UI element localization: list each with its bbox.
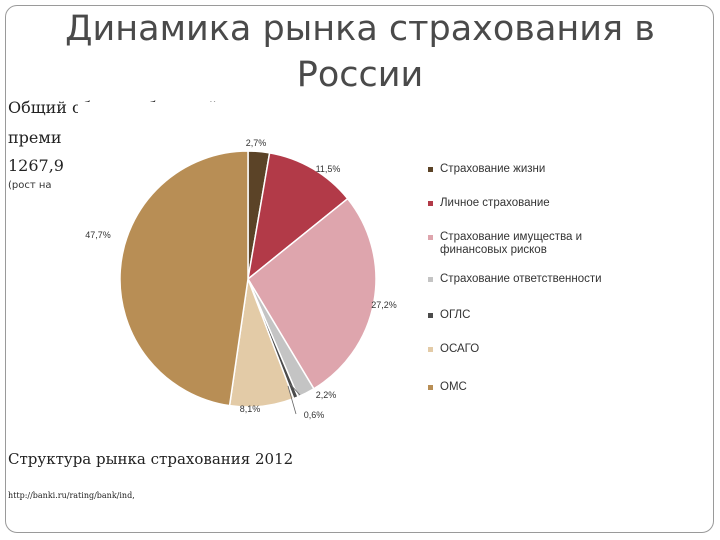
data-label-5: 0,6% [304, 410, 325, 420]
legend-label-2: Личное страхование [440, 197, 550, 209]
legend-label-4: Страхование ответственности [440, 273, 602, 285]
left-text-line-4: (рост на [8, 180, 52, 191]
leader-line-1 [289, 383, 301, 396]
legend-swatch-5 [428, 313, 433, 318]
legend-label-3-line-1: Страхование имущества и [440, 231, 582, 243]
legend-swatch-1 [428, 167, 433, 172]
slide-frame [5, 5, 714, 533]
left-text-line-2: преми [8, 128, 62, 147]
chart-caption: Структура рынка страхования 2012 [8, 450, 294, 468]
leader-line-2 [287, 385, 297, 415]
data-label-1: 2,7% [246, 138, 267, 148]
slide-title: Динамика рынка страхования в России [65, 9, 655, 95]
data-label-2: 11,5% [316, 164, 341, 174]
legend-label-5: ОГЛС [440, 309, 470, 321]
pie-slice-3 [247, 197, 377, 390]
pie-chart: 2,7% 11,5% 27,2% 2,2% 0,6% 8,1% 47,7% Страхован… [85, 138, 602, 420]
source-link[interactable]: http://banki.ru/rating/bank/ind, [8, 491, 135, 500]
data-label-7: 47,7% [85, 230, 111, 240]
chart-panel: 2,7% 11,5% 27,2% 2,2% 0,6% 8,1% 47,7% Страхован… [78, 102, 648, 422]
legend-swatch-6 [428, 347, 433, 352]
data-label-3: 27,2% [371, 300, 397, 310]
legend-label-7: ОМС [440, 381, 467, 393]
legend-label-1: Страхование жизни [440, 163, 545, 175]
legend-swatch-4 [428, 277, 433, 282]
pie-slice-7 [119, 150, 249, 407]
legend-swatch-7 [428, 385, 433, 390]
legend-label-3-line-2: финансовых рисков [440, 244, 547, 256]
left-text-line-3: 1267,9 [8, 156, 64, 175]
legend-swatch-3 [428, 235, 433, 240]
legend-swatch-2 [428, 201, 433, 206]
data-label-6: 8,1% [240, 404, 261, 414]
legend-label-6: ОСАГО [440, 343, 479, 355]
pie-slice-2 [246, 151, 349, 281]
data-label-4: 2,2% [316, 390, 337, 400]
